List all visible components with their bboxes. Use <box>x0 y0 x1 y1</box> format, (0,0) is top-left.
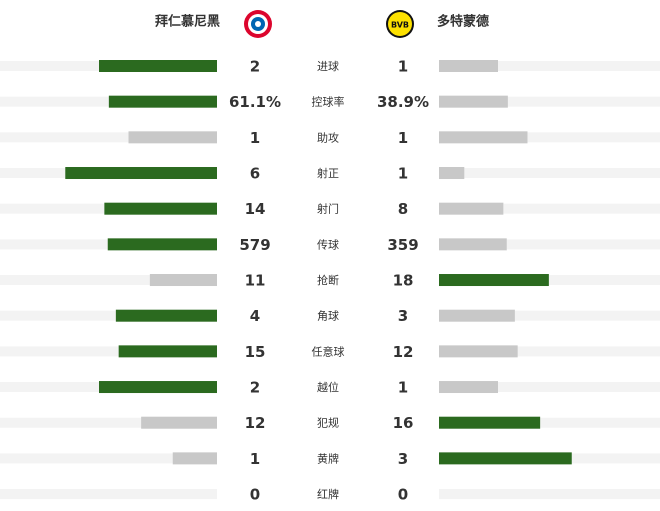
track <box>0 96 217 107</box>
svg-text:BVB: BVB <box>391 21 409 30</box>
away-bar <box>439 95 508 108</box>
stat-name: 任意球 <box>312 344 345 358</box>
track <box>439 61 660 71</box>
away-bar <box>439 381 498 394</box>
home-value: 1 <box>250 450 260 468</box>
home-value: 11 <box>245 272 266 290</box>
stat-name: 犯规 <box>317 416 339 430</box>
home-bar <box>99 381 217 394</box>
away-team-name: 多特蒙德 <box>437 14 489 30</box>
home-bar <box>118 345 217 358</box>
home-value: 0 <box>250 486 260 504</box>
home-bar <box>107 238 217 251</box>
home-bar <box>149 274 217 287</box>
stat-name: 传球 <box>317 237 339 251</box>
stat-name: 射门 <box>317 202 339 216</box>
track <box>0 310 217 321</box>
stat-name: 红牌 <box>317 487 339 501</box>
track <box>439 346 660 357</box>
away-bar <box>439 452 572 465</box>
home-logo <box>244 10 272 38</box>
home-value: 6 <box>250 165 260 183</box>
home-team-name: 拜仁慕尼黑 <box>155 14 220 30</box>
track <box>439 310 660 321</box>
home-bar <box>99 60 217 72</box>
away-value: 3 <box>398 450 408 468</box>
home-value: 14 <box>245 200 266 218</box>
away-bar <box>439 238 507 251</box>
away-value: 0 <box>398 486 408 504</box>
home-value: 2 <box>250 58 260 76</box>
away-value: 1 <box>398 379 408 397</box>
away-bar <box>439 202 504 215</box>
away-bar <box>439 416 541 429</box>
home-bar <box>65 167 218 180</box>
home-bar <box>128 131 217 144</box>
track <box>439 132 660 143</box>
away-bar <box>439 167 465 180</box>
away-value: 16 <box>393 414 414 432</box>
away-value: 18 <box>393 272 414 290</box>
track <box>439 275 660 286</box>
stat-name: 助攻 <box>317 130 339 144</box>
home-value: 4 <box>250 307 260 325</box>
track <box>439 417 660 428</box>
away-logo: BVB <box>386 10 414 38</box>
away-value: 359 <box>387 236 418 254</box>
stat-name: 角球 <box>317 309 339 323</box>
away-value: 1 <box>398 58 408 76</box>
away-value: 12 <box>393 343 414 361</box>
away-value: 3 <box>398 307 408 325</box>
away-bar <box>439 131 528 144</box>
home-value: 15 <box>245 343 266 361</box>
home-bar <box>172 452 217 465</box>
track <box>0 132 217 143</box>
track <box>0 453 217 464</box>
home-bar <box>108 95 217 108</box>
track <box>0 489 217 500</box>
stat-name: 黄牌 <box>317 451 339 465</box>
track <box>439 382 660 393</box>
home-value: 579 <box>239 236 270 254</box>
track <box>439 96 660 107</box>
track <box>439 489 660 500</box>
away-bar <box>439 345 518 358</box>
away-value: 1 <box>398 129 408 147</box>
home-value: 61.1% <box>229 93 281 111</box>
stat-name: 射正 <box>317 166 339 180</box>
track <box>0 346 217 357</box>
track <box>439 239 660 250</box>
away-value: 1 <box>398 165 408 183</box>
home-bar <box>104 202 217 215</box>
away-bar <box>439 60 498 72</box>
track <box>439 168 660 179</box>
home-bar <box>141 416 217 429</box>
stat-name: 进球 <box>317 59 339 73</box>
home-value: 1 <box>250 129 260 147</box>
away-value: 8 <box>398 200 408 218</box>
home-value: 2 <box>250 379 260 397</box>
home-bar <box>115 309 217 322</box>
track <box>0 275 217 286</box>
stat-name: 越位 <box>317 380 339 394</box>
stat-name: 抢断 <box>317 273 339 287</box>
home-value: 12 <box>245 414 266 432</box>
away-value: 38.9% <box>377 93 429 111</box>
away-bar <box>439 274 549 287</box>
track <box>439 203 660 214</box>
stat-name: 控球率 <box>312 95 345 109</box>
track <box>0 417 217 428</box>
away-bar <box>439 309 515 322</box>
